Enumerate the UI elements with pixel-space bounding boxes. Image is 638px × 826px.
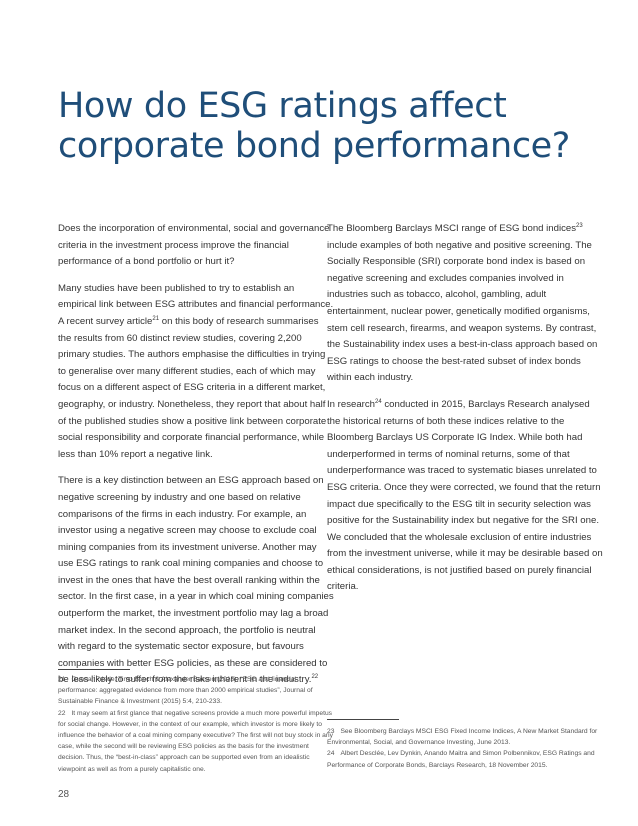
footnote-number: 24 — [327, 750, 335, 758]
paragraph-text: Many studies have been published to try … — [58, 282, 334, 327]
page-number: 28 — [58, 789, 70, 800]
paragraph-text: The Bloomberg Barclays MSCI range of ESG… — [327, 223, 577, 234]
footnote: 24 Albert Desclée, Lev Dynkin, Anando Mai… — [327, 748, 605, 770]
page-title: How do ESG ratings affect corporate bond… — [58, 86, 570, 166]
paragraph: Does the incorporation of environmental,… — [58, 223, 330, 268]
footnote-ref: 21 — [152, 315, 160, 322]
paragraph-text: on this body of research summarises the … — [58, 315, 327, 460]
footnote-text: Gunnar Friede, Timo Busch & Alexander Ba… — [58, 676, 313, 706]
footnote-divider — [327, 719, 399, 720]
paragraph-text: include examples of both negative and po… — [327, 239, 598, 384]
paragraph: In research24 conducted in 2015, Barclay… — [327, 397, 603, 596]
footnote-number: 21 — [58, 676, 66, 683]
footnotes-right: 23 See Bloomberg Barclays MSCI ESG Fixed … — [327, 726, 605, 771]
footnote-ref: 22 — [311, 674, 319, 681]
footnote-ref: 24 — [375, 398, 382, 405]
footnote-ref: 23 — [576, 222, 583, 229]
footnote-text: It may seem at first glance that negativ… — [58, 709, 333, 773]
footnote: 21 Gunnar Friede, Timo Busch & Alexander … — [58, 674, 336, 708]
footnote-text: Albert Desclée, Lev Dynkin, Anando Maitr… — [327, 750, 595, 769]
paragraph: The Bloomberg Barclays MSCI range of ESG… — [327, 221, 603, 387]
footnote-divider — [58, 669, 130, 670]
paragraph-text: There is a key distinction between an ES… — [58, 475, 334, 686]
left-column: Does the incorporation of environmental,… — [58, 221, 334, 699]
footnote: 23 See Bloomberg Barclays MSCI ESG Fixed … — [327, 726, 605, 748]
paragraph-text: conducted in 2015, Barclays Research ana… — [327, 398, 603, 593]
paragraph: Many studies have been published to try … — [58, 281, 334, 464]
paragraph: There is a key distinction between an ES… — [58, 473, 334, 689]
right-column: The Bloomberg Barclays MSCI range of ESG… — [327, 221, 603, 606]
footnote-number: 22 — [58, 709, 66, 717]
paragraph-text: In research — [327, 398, 375, 410]
footnote-text: See Bloomberg Barclays MSCI ESG Fixed In… — [327, 728, 598, 747]
footnote-number: 23 — [327, 728, 335, 735]
footnote: 22 It may seem at first glance that negat… — [58, 708, 336, 775]
footnotes-left: 21 Gunnar Friede, Timo Busch & Alexander … — [58, 674, 336, 775]
